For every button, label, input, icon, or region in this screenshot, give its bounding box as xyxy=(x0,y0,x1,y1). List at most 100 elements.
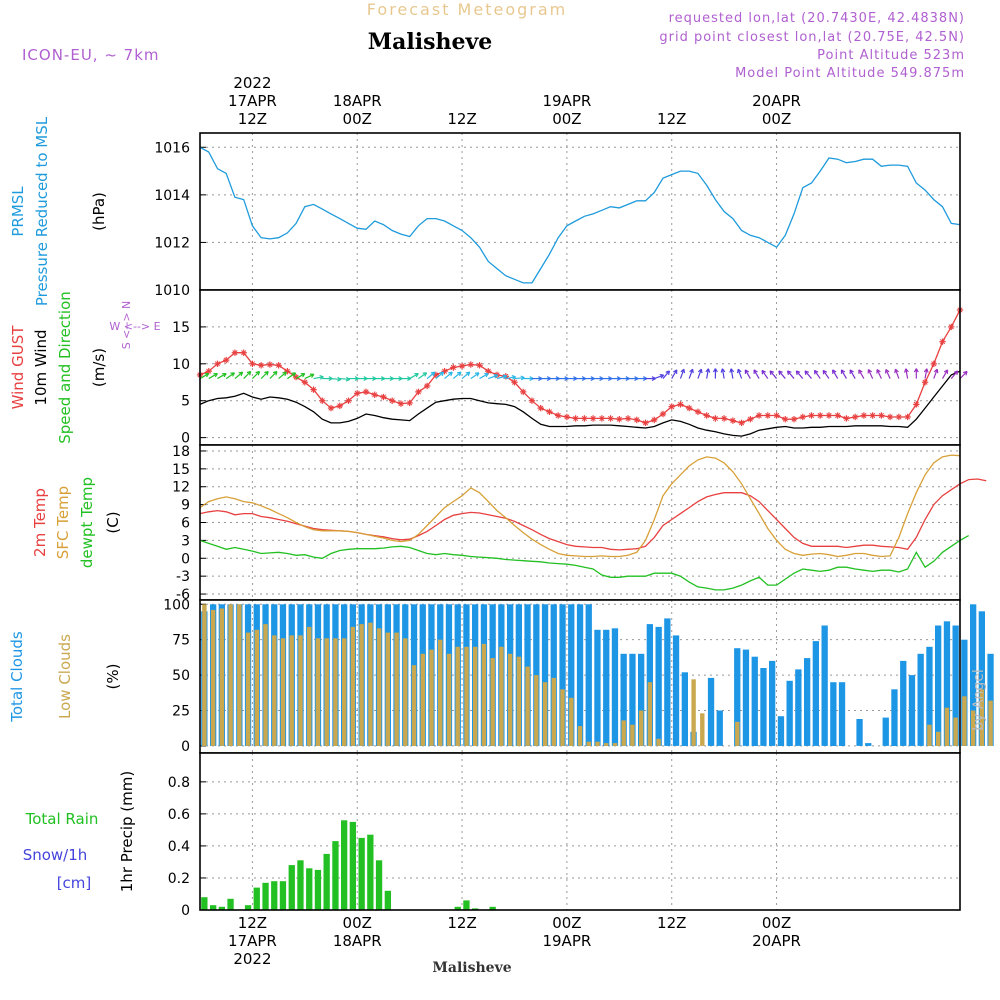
rain-bar xyxy=(297,860,304,910)
rain-bar xyxy=(323,853,330,910)
wind-arrow xyxy=(933,368,939,379)
total_clouds-bar xyxy=(865,743,872,746)
wind-arrow xyxy=(804,370,812,379)
low_clouds-bar xyxy=(263,624,268,746)
total_clouds-bar xyxy=(611,628,619,746)
wind-arrow xyxy=(894,368,900,379)
total_clouds-bar xyxy=(664,618,671,746)
y-tick-label: -6 xyxy=(176,587,190,603)
gust-point xyxy=(354,390,361,397)
gust-point xyxy=(930,360,937,368)
gust-point xyxy=(380,393,387,401)
gust-point xyxy=(808,412,815,419)
precip-legend: [cm] xyxy=(57,874,92,892)
footer-location: Malisheve xyxy=(432,960,511,976)
gust-point xyxy=(458,362,466,370)
gust-point xyxy=(694,408,702,415)
low_clouds-bar xyxy=(534,675,539,746)
total_clouds-bar xyxy=(882,717,889,746)
panel-background xyxy=(200,290,960,445)
low_clouds-bar xyxy=(927,724,932,746)
wind-arrow xyxy=(712,368,718,379)
wind-arrow xyxy=(913,368,919,379)
low_clouds-bar xyxy=(237,604,242,746)
y-tick-label: 5 xyxy=(181,394,190,410)
y-axis-label: Pressure Reduced to MSL xyxy=(33,116,51,306)
gust-point xyxy=(249,360,256,368)
wind-arrow xyxy=(313,374,324,380)
gust-point xyxy=(869,412,876,419)
info-point-altitude: Point Altitude 523m xyxy=(817,48,965,63)
rain-bar xyxy=(279,881,287,910)
top-time-label: 20APR xyxy=(752,92,801,110)
total_clouds-bar xyxy=(908,675,916,746)
low_clouds-bar xyxy=(612,743,618,746)
wind-arrow xyxy=(479,372,489,380)
rain-bar xyxy=(384,890,391,910)
gust-point xyxy=(624,415,632,422)
gust-point xyxy=(755,412,763,419)
total_clouds-bar xyxy=(681,672,688,746)
y-axis-label: (m/s) xyxy=(90,348,108,387)
wind-arrow xyxy=(697,368,703,379)
wind-arrow xyxy=(813,369,821,379)
wind-arrow xyxy=(304,373,315,380)
low_clouds-bar xyxy=(735,721,740,746)
total_clouds-bar xyxy=(917,653,924,746)
low_clouds-bar xyxy=(630,724,635,746)
total_clouds-bar xyxy=(638,653,645,746)
dewpt-line xyxy=(199,535,970,591)
low_clouds-bar xyxy=(280,638,286,746)
gust-point xyxy=(528,397,536,404)
wind-arrow xyxy=(720,368,726,379)
y-tick-label: 0.4 xyxy=(168,839,190,855)
gust-point xyxy=(904,413,911,421)
compass-we: W <--> E xyxy=(109,320,160,333)
total_clouds-bar xyxy=(978,611,985,746)
sfc-line xyxy=(199,454,961,558)
low_clouds-bar xyxy=(272,635,277,746)
y-tick-label: 0.2 xyxy=(168,871,190,887)
location-title: Malisheve xyxy=(368,29,492,55)
y-tick-label: 75 xyxy=(172,633,190,649)
gust-point xyxy=(485,367,492,375)
rain-bar xyxy=(367,834,374,910)
total_clouds-bar xyxy=(751,656,758,746)
gust-point xyxy=(843,415,850,422)
top-time-label: 12Z xyxy=(238,110,267,128)
low_clouds-bar xyxy=(499,646,504,746)
gust-point xyxy=(720,415,728,422)
forecast-supertitle: Forecast Meteogram xyxy=(367,0,567,19)
y-tick-label: 18 xyxy=(172,444,190,460)
gust-point xyxy=(790,415,798,423)
low_clouds-bar xyxy=(315,638,321,746)
wind-arrow xyxy=(488,373,499,380)
pressure-line xyxy=(199,146,961,284)
wind-arrow xyxy=(795,370,804,379)
precip-panel: 0 0.2 0.4 0.6 0.8 1hr Precip (mm) Total Rain Sn… xyxy=(23,752,961,919)
y-axis-label: (%) xyxy=(104,664,122,690)
wind-arrow xyxy=(287,372,297,380)
gust-point xyxy=(257,362,265,369)
rain-bar xyxy=(271,881,278,910)
wind-arrow xyxy=(269,370,278,379)
gust-point xyxy=(747,415,754,423)
wind-arrow xyxy=(769,370,778,379)
low_clouds-bar xyxy=(525,666,530,746)
gust-point xyxy=(415,388,422,396)
gust-point xyxy=(581,415,588,422)
rain-bar xyxy=(454,906,461,910)
rain-bar xyxy=(349,821,356,910)
low_clouds-bar xyxy=(490,658,495,746)
total_clouds-bar xyxy=(559,604,566,746)
low_clouds-bar xyxy=(403,638,408,746)
gust-point xyxy=(921,379,929,386)
low_clouds-bar xyxy=(219,608,225,746)
y-tick-label: 1014 xyxy=(154,188,190,204)
rain-bar xyxy=(227,898,234,910)
top-time-label: 00Z xyxy=(762,110,791,128)
y-axis-label: Low Clouds xyxy=(56,634,74,719)
gust-point xyxy=(729,417,737,424)
y-tick-label: 1010 xyxy=(154,283,190,299)
